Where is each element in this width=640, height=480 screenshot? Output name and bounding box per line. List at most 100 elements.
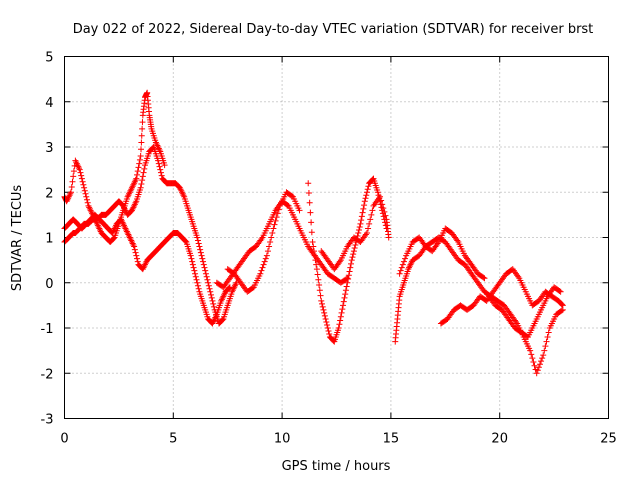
data-point-marker	[158, 172, 165, 179]
data-point-marker	[355, 229, 362, 236]
data-point-marker	[361, 202, 368, 209]
data-point-marker	[363, 192, 370, 199]
data-point-marker	[194, 234, 201, 241]
data-point-marker	[313, 266, 320, 273]
data-point-marker	[323, 318, 330, 325]
data-point-marker	[182, 238, 189, 245]
data-point-marker	[201, 264, 208, 271]
data-point-marker	[350, 251, 357, 258]
data-point-marker	[336, 321, 343, 328]
data-point-marker	[81, 184, 88, 191]
data-point-marker	[76, 166, 83, 173]
data-point-marker	[385, 234, 392, 241]
data-point-marker	[197, 249, 204, 256]
data-point-marker	[266, 243, 273, 250]
data-point-marker	[110, 235, 117, 242]
data-point-marker	[136, 160, 143, 167]
data-point-marker	[348, 260, 355, 267]
data-point-marker	[361, 198, 368, 205]
data-point-marker	[341, 294, 348, 301]
x-axis-label: GPS time / hours	[282, 459, 391, 474]
data-point-marker	[140, 169, 147, 176]
data-point-marker	[139, 125, 146, 132]
data-point-marker	[271, 221, 278, 228]
data-point-marker	[402, 255, 409, 262]
data-point-marker	[210, 300, 217, 307]
data-point-marker	[134, 171, 141, 178]
data-point-marker	[355, 226, 362, 233]
data-point-marker	[135, 164, 142, 171]
data-point-marker	[141, 165, 148, 172]
data-point-marker	[205, 282, 212, 289]
data-point-marker	[259, 264, 266, 271]
data-point-marker	[324, 321, 331, 328]
data-point-marker	[326, 331, 333, 338]
data-point-marker	[324, 325, 331, 331]
data-point-marker	[203, 273, 210, 280]
series-sat-track-c	[61, 211, 233, 327]
data-point-marker	[210, 303, 217, 310]
data-point-marker	[188, 255, 195, 262]
data-point-marker	[70, 173, 77, 180]
y-axis-label: SDTVAR / TECUs	[10, 185, 25, 292]
data-point-marker	[206, 285, 213, 292]
data-point-marker	[538, 358, 545, 365]
data-point-marker	[305, 180, 312, 187]
data-point-marker	[325, 328, 332, 335]
data-point-marker	[321, 312, 328, 319]
y-tick-label: 2	[45, 186, 53, 201]
chart-title: Day 022 of 2022, Sidereal Day-to-day VTE…	[73, 22, 594, 37]
data-point-marker	[339, 306, 346, 313]
data-point-marker	[161, 162, 168, 169]
data-point-marker	[342, 291, 349, 298]
data-point-marker	[357, 220, 364, 227]
data-point-marker	[311, 248, 318, 255]
data-point-marker	[132, 249, 139, 256]
data-point-marker	[352, 242, 359, 249]
data-point-marker	[322, 315, 329, 322]
plot-frame	[64, 56, 609, 419]
data-point-marker	[313, 261, 320, 268]
data-point-marker	[205, 279, 212, 286]
series-sat-track-f	[305, 175, 390, 345]
data-point-marker	[480, 274, 487, 281]
data-point-marker	[400, 258, 407, 265]
data-point-marker	[194, 282, 201, 289]
data-point-marker	[358, 213, 365, 220]
data-point-marker	[189, 261, 196, 268]
data-point-marker	[138, 139, 145, 146]
data-point-marker	[155, 160, 162, 167]
data-point-marker	[275, 206, 282, 213]
data-point-marker	[319, 303, 326, 310]
data-point-marker	[157, 169, 164, 176]
data-point-marker	[540, 352, 547, 359]
data-point-marker	[535, 364, 542, 371]
data-point-marker	[133, 252, 140, 259]
data-point-marker	[362, 195, 369, 202]
data-point-marker	[307, 209, 314, 216]
data-point-marker	[274, 210, 281, 217]
data-point-marker	[381, 208, 388, 215]
data-point-marker	[262, 255, 269, 262]
data-point-marker	[539, 355, 546, 362]
data-point-marker	[134, 255, 141, 262]
data-point-marker	[131, 246, 138, 253]
data-point-marker	[382, 212, 389, 219]
data-point-marker	[379, 201, 386, 208]
data-point-marker	[349, 254, 356, 261]
data-point-marker	[207, 288, 214, 295]
data-point-marker	[284, 202, 291, 209]
x-tick-label: 25	[600, 432, 617, 447]
data-point-marker	[189, 258, 196, 265]
data-point-marker	[528, 351, 535, 358]
data-point-marker	[397, 267, 404, 274]
data-point-marker	[202, 270, 209, 277]
data-point-marker	[360, 205, 367, 212]
data-point-marker	[78, 172, 85, 179]
data-point-marker	[320, 306, 327, 313]
data-point-marker	[133, 175, 140, 182]
data-point-marker	[344, 279, 351, 286]
data-point-marker	[194, 279, 201, 286]
data-point-marker	[338, 309, 345, 316]
